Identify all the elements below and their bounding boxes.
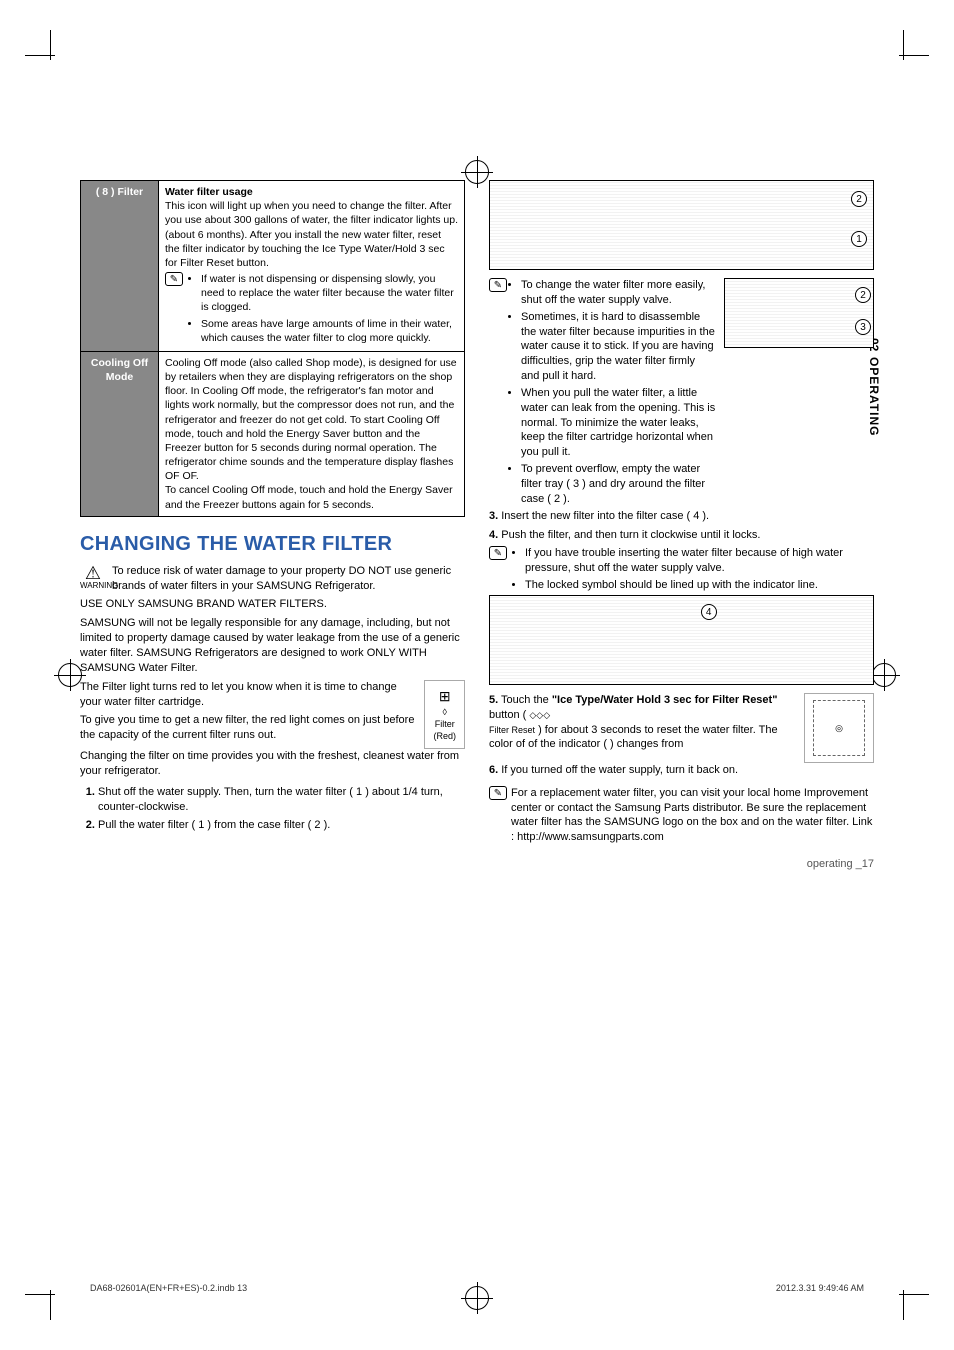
note-icon: ✎ (489, 546, 507, 560)
para-4: To give you time to get a new filter, th… (80, 713, 465, 743)
footer-left: DA68-02601A(EN+FR+ES)-0.2.indb 13 (90, 1282, 247, 1294)
right-note-1: To change the water filter more easily, … (521, 278, 716, 308)
row-body-cooling: Cooling Off mode (also called Shop mode)… (159, 351, 465, 516)
warning-icon: ⚠ WARNING (80, 564, 106, 590)
step-left-1: Shut off the water supply. Then, turn th… (98, 785, 465, 815)
row-body-filter: Water filter usage This icon will light … (159, 181, 465, 352)
right-note2-1: If you have trouble inserting the water … (525, 546, 874, 576)
note-icon: ✎ (489, 278, 507, 292)
right-note-4: To prevent overflow, empty the water fil… (521, 462, 716, 507)
side-tab-label: OPERATING (866, 355, 882, 438)
feature-table: ( 8 ) Filter Water filter usage This ico… (80, 180, 465, 517)
footer-right: 2012.3.31 9:49:46 AM (776, 1282, 864, 1294)
filter-note-2: Some areas have large amounts of lime in… (201, 317, 458, 345)
right-note2-2: The locked symbol should be lined up wit… (525, 578, 874, 593)
para-2: SAMSUNG will not be legally responsible … (80, 616, 465, 675)
filter-title: Water filter usage (165, 186, 253, 198)
callout-mid-4: 4 (701, 604, 717, 620)
right-note-2: Sometimes, it is hard to disassemble the… (521, 310, 716, 384)
note-icon: ✎ (489, 786, 507, 800)
filter-body: This icon will light up when you need to… (165, 200, 458, 269)
filter-icon-caption: (Red) (433, 730, 456, 742)
callout-small-3: 3 (855, 319, 871, 335)
diagram-top: 2 1 (489, 180, 874, 270)
callout-top-1: 1 (851, 231, 867, 247)
page-footer: operating _17 (489, 857, 874, 872)
step-right-4: 4. Push the filter, and then turn it clo… (489, 528, 874, 543)
step-left-2: Pull the water filter ( 1 ) from the cas… (98, 818, 465, 833)
steps-left: Shut off the water supply. Then, turn th… (98, 785, 465, 834)
diagram-small: 2 3 (724, 278, 874, 348)
filter-icon-label: Filter (433, 718, 456, 730)
section-title: CHANGING THE WATER FILTER (80, 531, 465, 558)
warning-text: To reduce risk of water damage to your p… (112, 564, 465, 594)
reset-icon-figure: ◎ (804, 693, 874, 763)
callout-top-2: 2 (851, 191, 867, 207)
callout-small-2: 2 (855, 287, 871, 303)
right-note-3: When you pull the water filter, a little… (521, 386, 716, 460)
para-1: USE ONLY SAMSUNG BRAND WATER FILTERS. (80, 597, 465, 612)
diagram-mid: 4 (489, 595, 874, 685)
filter-note-1: If water is not dispensing or dispensing… (201, 272, 458, 315)
filter-icon-figure: ⊞ ◊ Filter (Red) (424, 680, 465, 749)
cooling-body2: To cancel Cooling Off mode, touch and ho… (165, 484, 453, 510)
final-note: For a replacement water filter, you can … (511, 786, 874, 845)
footer-bar: DA68-02601A(EN+FR+ES)-0.2.indb 13 2012.3… (90, 1282, 864, 1294)
row-header-filter: ( 8 ) Filter (81, 181, 159, 352)
step-6: 6. If you turned off the water supply, t… (489, 763, 874, 778)
para-5: Changing the filter on time provides you… (80, 749, 465, 779)
cooling-body: Cooling Off mode (also called Shop mode)… (165, 357, 457, 482)
row-header-cooling: Cooling Off Mode (81, 351, 159, 516)
note-icon: ✎ (165, 272, 183, 286)
step-right-3: 3. Insert the new filter into the filter… (489, 509, 874, 524)
para-3: The Filter light turns red to let you kn… (80, 680, 465, 710)
